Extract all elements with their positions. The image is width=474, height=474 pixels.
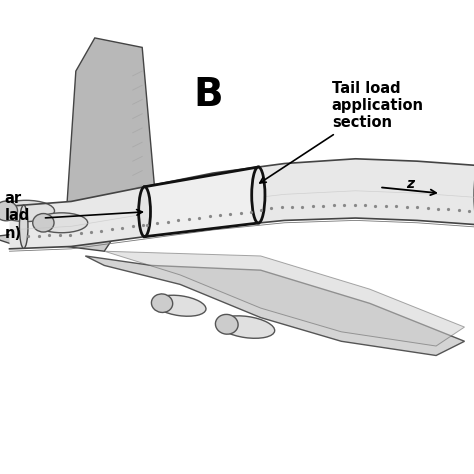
Text: B: B (194, 76, 223, 114)
Text: ar
lad
n): ar lad n) (5, 191, 30, 241)
Ellipse shape (138, 187, 151, 237)
Ellipse shape (0, 201, 55, 221)
Text: Tail load
application
section: Tail load application section (260, 81, 424, 183)
Polygon shape (142, 180, 237, 209)
Polygon shape (9, 159, 474, 249)
Ellipse shape (219, 316, 274, 338)
Text: z: z (406, 177, 414, 191)
Polygon shape (0, 228, 114, 251)
Ellipse shape (215, 314, 238, 334)
Polygon shape (85, 256, 465, 356)
Ellipse shape (154, 295, 206, 316)
Polygon shape (104, 251, 465, 346)
Ellipse shape (151, 294, 173, 312)
Ellipse shape (36, 213, 88, 233)
Polygon shape (66, 38, 156, 213)
Polygon shape (145, 167, 258, 237)
Ellipse shape (0, 201, 18, 221)
Ellipse shape (33, 213, 54, 232)
Ellipse shape (19, 205, 28, 248)
Ellipse shape (252, 167, 265, 223)
